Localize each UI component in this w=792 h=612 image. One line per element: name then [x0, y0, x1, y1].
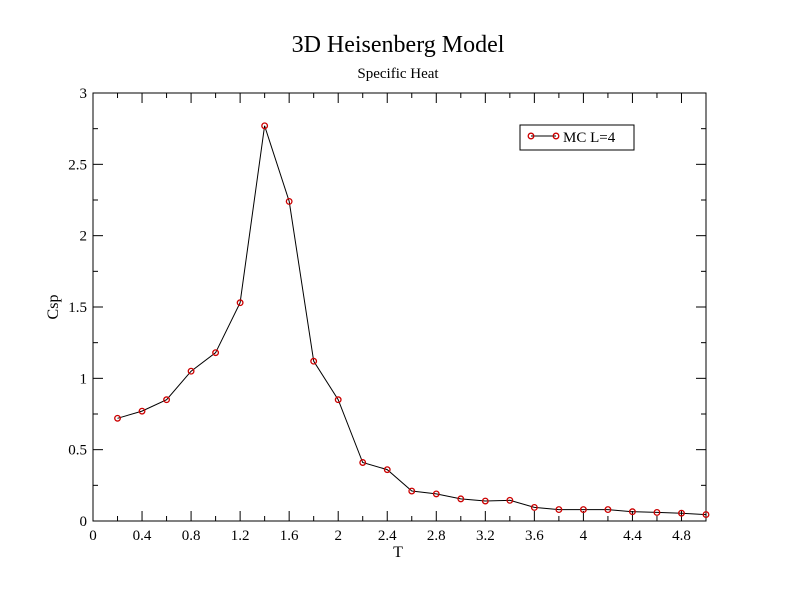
plot-frame — [92, 92, 707, 522]
x-tick-label: 4.4 — [623, 528, 642, 544]
data-point — [555, 506, 563, 514]
chart-subtitle: Specific Heat — [357, 66, 439, 82]
data-point — [628, 508, 636, 516]
legend-marker — [527, 132, 535, 140]
y-axis: 0 0.5 1 1.5 2 2.5 3 — [68, 86, 706, 530]
chart-title: 3D Heisenberg Model — [292, 32, 505, 58]
x-tick-label: 2.4 — [378, 528, 397, 544]
series-line — [117, 125, 707, 516]
x-tick-label: 3.6 — [525, 528, 544, 544]
data-point — [702, 511, 710, 519]
y-tick-label: 2 — [80, 229, 88, 245]
data-point — [383, 466, 391, 474]
y-tick-label: 1 — [80, 371, 88, 387]
x-tick-label: 0 — [89, 528, 97, 544]
data-point — [163, 396, 171, 404]
x-tick-label: 2.8 — [427, 528, 446, 544]
y-axis-label: Csp — [45, 295, 62, 320]
y-tick-label: 0 — [80, 514, 88, 530]
legend: MC L=4 — [519, 124, 635, 151]
legend-box — [519, 124, 635, 151]
data-point — [432, 490, 440, 498]
x-tick-label: 4.8 — [672, 528, 691, 544]
data-point — [653, 508, 661, 516]
y-tick-label: 2.5 — [68, 157, 87, 173]
x-tick-label: 1.6 — [280, 528, 299, 544]
y-tick-label: 1.5 — [68, 300, 87, 316]
data-point — [481, 497, 489, 505]
series-mc-l4 — [114, 122, 710, 519]
data-point — [334, 396, 342, 404]
x-axis-label: T — [393, 544, 403, 561]
x-tick-label: 0.4 — [133, 528, 152, 544]
y-tick-label: 0.5 — [68, 443, 87, 459]
x-tick-label: 1.2 — [231, 528, 250, 544]
data-point — [236, 299, 244, 307]
x-axis: 0 0.4 0.8 1.2 1.6 2 2.4 2.8 3.2 3.6 4 4.4 4.8 — [89, 93, 707, 544]
x-tick-label: 4 — [580, 528, 588, 544]
data-point — [604, 506, 612, 514]
y-tick-label: 3 — [80, 86, 88, 102]
data-point — [187, 367, 195, 375]
x-tick-label: 2 — [334, 528, 342, 544]
data-point — [114, 414, 121, 422]
legend-label: MC L=4 — [563, 130, 616, 146]
data-point — [359, 459, 367, 466]
data-point — [261, 122, 269, 130]
data-point — [530, 503, 538, 511]
data-point — [285, 197, 293, 205]
data-point — [579, 506, 587, 514]
legend-marker — [552, 132, 560, 140]
data-point — [457, 495, 465, 503]
data-point — [506, 496, 514, 504]
data-point — [138, 407, 146, 415]
data-point — [678, 509, 685, 517]
x-tick-label: 0.8 — [182, 528, 201, 544]
data-point — [408, 487, 416, 495]
data-point — [310, 357, 318, 365]
x-tick-label: 3.2 — [476, 528, 495, 544]
data-point — [212, 349, 220, 357]
